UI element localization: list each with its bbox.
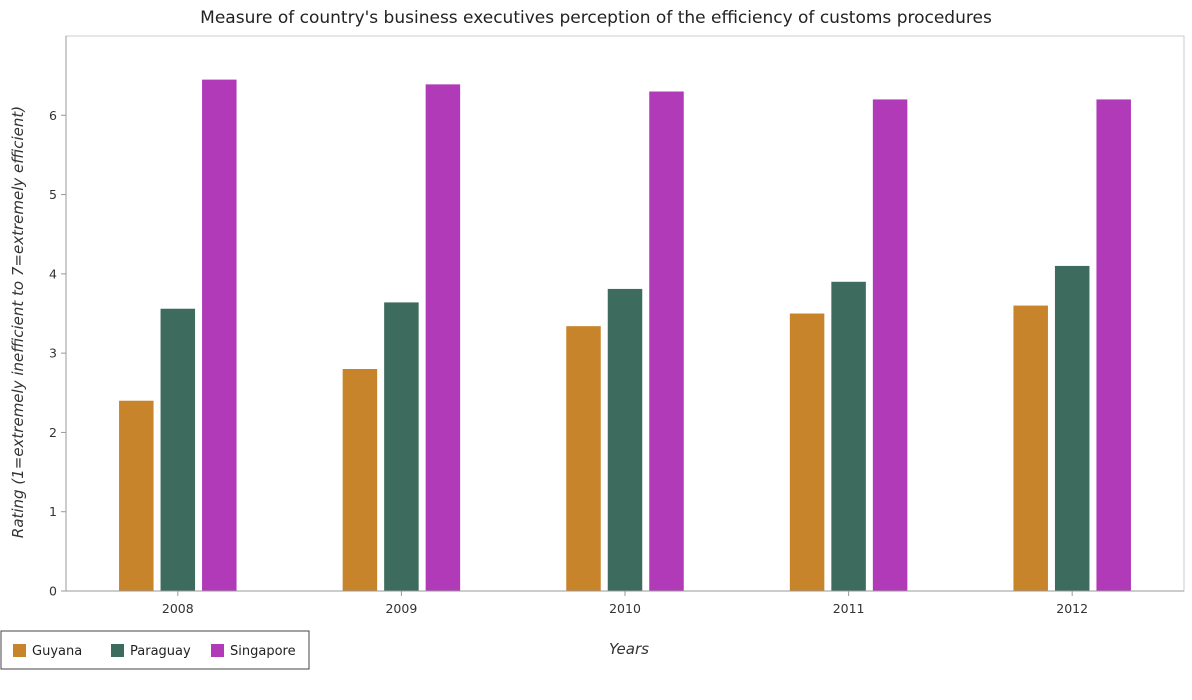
y-tick-label: 6 [49, 108, 57, 123]
legend: Guyana Paraguay Singapore [0, 630, 310, 670]
legend-label-singapore: Singapore [230, 644, 296, 659]
x-tick-label: 2011 [833, 601, 865, 616]
bar-paraguay-2012 [1054, 265, 1090, 591]
bar-paraguay-2010 [607, 288, 643, 591]
bar-guyana-2011 [789, 313, 825, 591]
y-axis: 0 1 2 3 4 5 6 [49, 36, 67, 599]
bar-singapore-2011 [872, 99, 908, 591]
legend-box [0, 630, 310, 670]
bar-singapore-2009 [425, 84, 461, 591]
x-tick-label: 2012 [1056, 601, 1088, 616]
y-tick-label: 2 [49, 425, 57, 440]
y-tick-label: 1 [49, 504, 57, 519]
y-tick-label: 5 [49, 187, 57, 202]
y-tick-label: 3 [49, 346, 57, 361]
legend-swatch-guyana [13, 644, 26, 657]
y-tick-label: 4 [49, 266, 57, 281]
bar-paraguay-2009 [384, 302, 419, 591]
bar-singapore-2008 [202, 79, 237, 591]
x-axis-label: Years [609, 640, 649, 658]
y-axis-label: Rating (1=extremely inefficient to 7=ext… [9, 106, 27, 538]
bars-group [119, 79, 1131, 591]
bar-paraguay-2011 [831, 281, 866, 591]
bar-paraguay-2008 [160, 308, 196, 591]
x-tick-label: 2010 [609, 601, 641, 616]
bar-guyana-2010 [566, 326, 601, 591]
legend-label-paraguay: Paraguay [130, 644, 191, 659]
chart-title: Measure of country's business executives… [200, 8, 992, 28]
legend-label-guyana: Guyana [32, 644, 82, 659]
legend-swatch-singapore [211, 644, 224, 657]
bar-guyana-2009 [342, 369, 378, 591]
legend-swatch-paraguay [111, 644, 124, 657]
bar-guyana-2012 [1013, 305, 1048, 591]
x-tick-label: 2009 [385, 601, 417, 616]
bar-singapore-2010 [649, 91, 684, 591]
bar-guyana-2008 [119, 400, 154, 591]
x-tick-label: 2008 [162, 601, 194, 616]
bar-singapore-2012 [1096, 99, 1131, 591]
x-axis: 2008 2009 2010 2011 2012 [66, 590, 1184, 616]
y-tick-label: 0 [49, 584, 57, 599]
